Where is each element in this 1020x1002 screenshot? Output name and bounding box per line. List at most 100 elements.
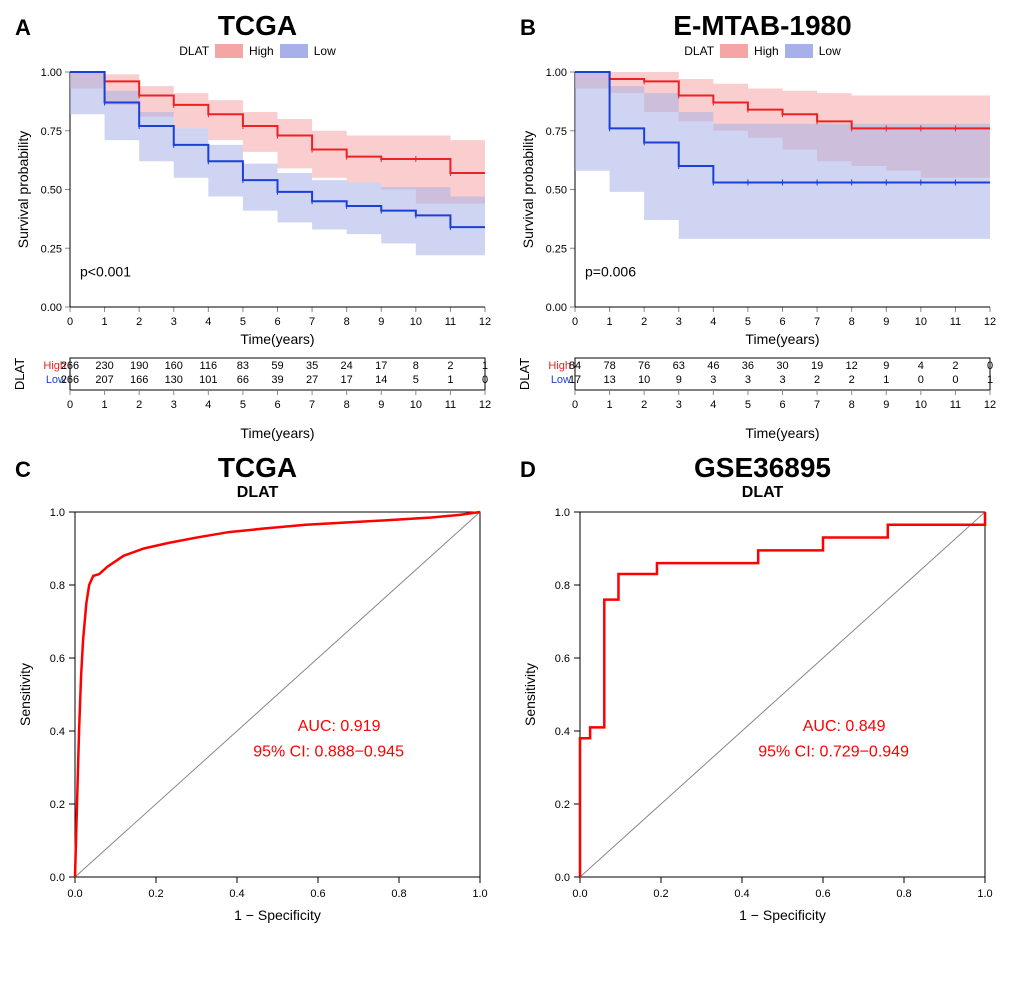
svg-text:5: 5 <box>240 399 246 411</box>
svg-text:0: 0 <box>952 374 958 386</box>
svg-text:30: 30 <box>776 360 788 372</box>
legend-label-low: Low <box>819 44 841 58</box>
svg-text:12: 12 <box>479 316 491 328</box>
svg-text:10: 10 <box>410 399 422 411</box>
svg-text:1.00: 1.00 <box>41 67 62 79</box>
svg-text:13: 13 <box>603 374 615 386</box>
svg-text:High: High <box>548 360 571 372</box>
svg-text:4: 4 <box>710 399 716 411</box>
svg-text:4: 4 <box>710 316 716 328</box>
svg-text:1: 1 <box>883 374 889 386</box>
risk-table-b: DLATHigh8478766346363019129420Low1713109… <box>515 352 1005 442</box>
svg-text:66: 66 <box>237 374 249 386</box>
svg-text:0.0: 0.0 <box>572 888 587 900</box>
svg-text:1.0: 1.0 <box>555 507 570 519</box>
svg-text:78: 78 <box>603 360 615 372</box>
roc-subtitle-d: DLAT <box>515 484 1010 502</box>
svg-text:11: 11 <box>950 399 961 411</box>
svg-text:0: 0 <box>482 374 488 386</box>
svg-text:3: 3 <box>171 316 177 328</box>
svg-text:0.8: 0.8 <box>391 888 406 900</box>
svg-text:4: 4 <box>205 399 211 411</box>
svg-text:11: 11 <box>950 316 961 328</box>
svg-text:0.75: 0.75 <box>546 126 567 138</box>
svg-text:0.8: 0.8 <box>555 580 570 592</box>
svg-text:116: 116 <box>200 360 218 372</box>
svg-text:9: 9 <box>883 360 889 372</box>
svg-text:1: 1 <box>102 316 108 328</box>
svg-text:14: 14 <box>375 374 387 386</box>
svg-text:12: 12 <box>846 360 858 372</box>
svg-text:2: 2 <box>136 316 142 328</box>
roc-plot-c: 0.00.00.20.20.40.40.60.60.80.81.01.01 − … <box>10 502 500 932</box>
svg-text:2: 2 <box>641 399 647 411</box>
svg-text:266: 266 <box>61 374 79 386</box>
svg-text:9: 9 <box>883 399 889 411</box>
svg-text:160: 160 <box>165 360 183 372</box>
svg-text:8: 8 <box>413 360 419 372</box>
svg-text:3: 3 <box>710 374 716 386</box>
panel-d: D GSE36895 DLAT 0.00.00.20.20.40.40.60.6… <box>515 452 1010 932</box>
svg-text:1.0: 1.0 <box>472 888 487 900</box>
panel-d-title: GSE36895 <box>515 452 1010 484</box>
svg-text:2: 2 <box>447 360 453 372</box>
svg-text:Survival probability: Survival probability <box>520 131 536 249</box>
svg-text:0.2: 0.2 <box>50 799 65 811</box>
km-plot-a: 0.000.250.500.751.000123456789101112Surv… <box>10 62 500 352</box>
svg-text:10: 10 <box>410 316 422 328</box>
panel-a-label: A <box>15 15 31 41</box>
svg-text:Time(years): Time(years) <box>745 331 819 347</box>
svg-text:0.4: 0.4 <box>734 888 749 900</box>
svg-text:3: 3 <box>676 316 682 328</box>
svg-text:266: 266 <box>61 360 79 372</box>
svg-text:35: 35 <box>306 360 318 372</box>
svg-text:5: 5 <box>413 374 419 386</box>
svg-text:0.4: 0.4 <box>555 726 570 738</box>
legend-label-high: High <box>249 44 274 58</box>
svg-text:7: 7 <box>309 399 315 411</box>
legend-swatch-low <box>280 44 308 58</box>
svg-text:76: 76 <box>638 360 650 372</box>
svg-text:190: 190 <box>130 360 148 372</box>
svg-text:Time(years): Time(years) <box>240 425 314 441</box>
svg-text:5: 5 <box>240 316 246 328</box>
roc-subtitle-c: DLAT <box>10 484 505 502</box>
svg-text:AUC: 0.849: AUC: 0.849 <box>803 718 886 735</box>
panel-d-label: D <box>520 457 536 483</box>
roc-plot-d: 0.00.00.20.20.40.40.60.60.80.81.01.01 − … <box>515 502 1005 932</box>
svg-text:5: 5 <box>745 316 751 328</box>
svg-text:0.6: 0.6 <box>310 888 325 900</box>
svg-text:0.0: 0.0 <box>555 872 570 884</box>
svg-text:0: 0 <box>987 360 993 372</box>
panel-b-label: B <box>520 15 536 41</box>
panel-a-title: TCGA <box>10 10 505 42</box>
svg-text:8: 8 <box>849 399 855 411</box>
svg-text:0: 0 <box>67 399 73 411</box>
svg-text:39: 39 <box>271 374 283 386</box>
svg-text:Survival probability: Survival probability <box>15 131 31 249</box>
svg-text:2: 2 <box>849 374 855 386</box>
svg-text:1.00: 1.00 <box>546 67 567 79</box>
svg-text:4: 4 <box>205 316 211 328</box>
svg-text:0.00: 0.00 <box>546 302 567 314</box>
svg-text:207: 207 <box>95 374 113 386</box>
svg-text:63: 63 <box>673 360 685 372</box>
svg-text:0: 0 <box>572 316 578 328</box>
svg-text:6: 6 <box>779 316 785 328</box>
svg-text:17: 17 <box>341 374 353 386</box>
legend-title: DLAT <box>179 44 209 58</box>
svg-text:0.50: 0.50 <box>41 185 62 197</box>
svg-text:8: 8 <box>849 316 855 328</box>
svg-text:0.0: 0.0 <box>50 872 65 884</box>
svg-text:1 − Specificity: 1 − Specificity <box>739 907 826 923</box>
legend-swatch-low <box>785 44 813 58</box>
svg-text:1: 1 <box>987 374 993 386</box>
svg-text:24: 24 <box>341 360 353 372</box>
svg-text:0.6: 0.6 <box>50 653 65 665</box>
svg-text:166: 166 <box>130 374 148 386</box>
svg-text:Time(years): Time(years) <box>745 425 819 441</box>
svg-text:Sensitivity: Sensitivity <box>17 663 33 726</box>
svg-text:0.00: 0.00 <box>41 302 62 314</box>
svg-text:11: 11 <box>445 316 456 328</box>
svg-text:1 − Specificity: 1 − Specificity <box>234 907 321 923</box>
